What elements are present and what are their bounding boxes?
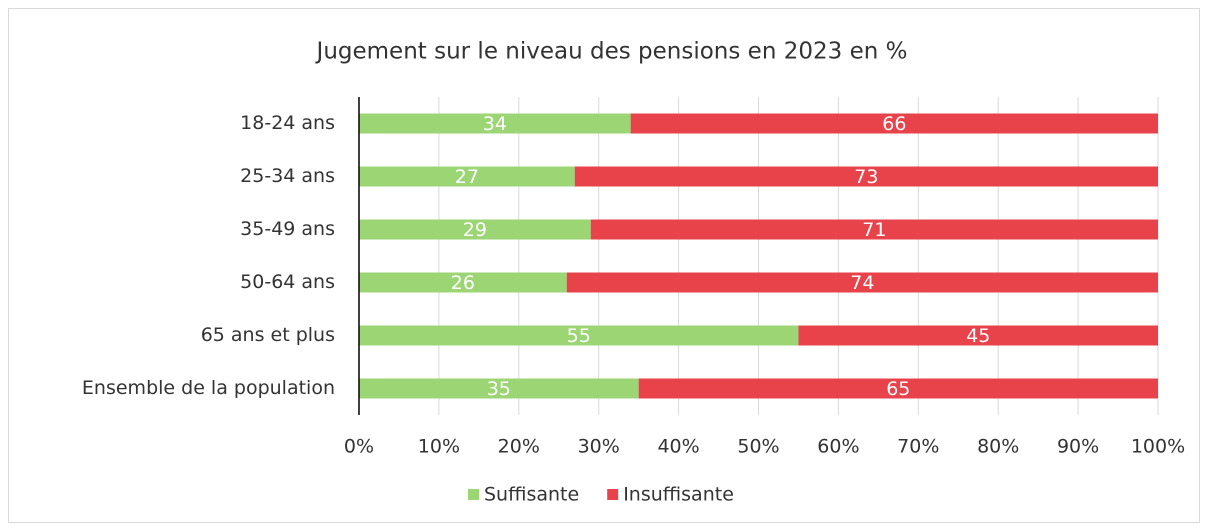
data-label: 26 [451,272,475,294]
data-label: 34 [483,113,507,135]
x-tick-label: 50% [737,436,779,458]
bar-segment [359,219,591,240]
y-tick-label: 18-24 ans [240,112,335,134]
bar-segment [590,219,1158,240]
legend-label: Insuffisante [623,484,734,506]
bar-segment [630,113,1158,134]
y-tick-label: Ensemble de la population [82,377,335,399]
data-label: 66 [882,113,906,135]
bar-segment [574,166,1158,187]
x-tick-label: 90% [1057,436,1099,458]
x-tick-label: 10% [418,436,460,458]
x-tick-label: 0% [344,436,374,458]
data-label: 27 [455,166,479,188]
data-label: 71 [862,219,886,241]
x-tick-label: 30% [578,436,620,458]
bar-segment [359,166,575,187]
data-label: 65 [886,378,910,400]
data-label: 55 [567,325,591,347]
bar-segment [359,272,567,293]
y-tick-label: 50-64 ans [240,271,335,293]
legend-swatch [468,489,479,500]
bar-segment [359,378,639,399]
bar-segment [798,325,1158,346]
x-tick-label: 40% [657,436,699,458]
data-label: 35 [487,378,511,400]
x-tick-label: 100% [1131,436,1185,458]
data-label: 74 [850,272,874,294]
data-label: 73 [854,166,878,188]
chart-title: Jugement sur le niveau des pensions en 2… [315,39,908,65]
bar-segment [566,272,1158,293]
data-label: 29 [463,219,487,241]
chart-border [8,8,1200,523]
bar-segment [359,113,631,134]
x-tick-label: 70% [897,436,939,458]
y-tick-label: 25-34 ans [240,165,335,187]
bar-segment [638,378,1158,399]
legend-swatch [607,489,619,500]
y-tick-label: 35-49 ans [240,218,335,240]
legend-label: Suffisante [484,484,579,506]
x-tick-label: 60% [817,436,859,458]
y-tick-label: 65 ans et plus [201,324,335,346]
bar-segment [359,325,799,346]
data-label: 45 [966,325,990,347]
x-tick-label: 20% [498,436,540,458]
x-tick-label: 80% [977,436,1019,458]
